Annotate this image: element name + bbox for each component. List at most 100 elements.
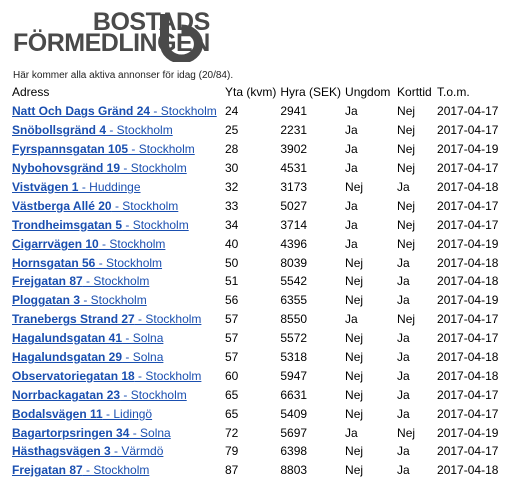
address-cell: Tranebergs Strand 27 - Stockholm (10, 310, 223, 329)
street-link[interactable]: Bagartorpsringen 34 (12, 425, 130, 440)
rent-cell: 3173 (280, 180, 308, 194)
end-date-cell: 2017-04-17 (437, 217, 499, 232)
street-link[interactable]: Hornsgatan 56 (12, 255, 96, 270)
city-link[interactable]: - Stockholm (82, 274, 150, 289)
city-link[interactable]: - Stockholm (95, 255, 163, 270)
street-link[interactable]: Nybohovsgränd 19 (12, 161, 121, 176)
address-cell: Hornsgatan 56 - Stockholm (10, 253, 223, 272)
table-row: Tranebergs Strand 27 - Stockholm 57 8550 Ja… (10, 310, 500, 329)
rent-cell: 4531 (280, 161, 308, 176)
end-date-cell: 2017-04-18 (437, 180, 499, 194)
street-link[interactable]: Observatoriegatan 18 (12, 368, 135, 383)
street-link[interactable]: Västberga Allé 20 (12, 198, 112, 213)
address-cell: Natt Och Dags Gränd 24 - Stockholm (10, 102, 223, 121)
street-link[interactable]: Frejgatan 87 (12, 274, 83, 289)
street-link[interactable]: Bodalsvägen 11 (12, 406, 103, 421)
table-row: Bagartorpsringen 34 - Solna 72 5697 Ja Nej 20… (10, 423, 500, 442)
end-date-cell: 2017-04-17 (437, 444, 499, 459)
logo-line2: FÖRMEDLINGEN (13, 29, 210, 57)
city-link[interactable]: - Solna (122, 350, 164, 365)
area-cell: 24 (225, 104, 239, 119)
end-date-cell: 2017-04-17 (437, 312, 499, 327)
city-link[interactable]: - Stockholm (134, 312, 202, 327)
address-cell: Hagalundsgatan 29 - Solna (10, 348, 223, 367)
rent-cell: 8550 (280, 312, 308, 327)
table-row: Trondheimsgatan 5 - Stockholm 34 3714 Ja Nej… (10, 215, 500, 234)
intro-text: Här kommer alla aktiva annonser för idag… (13, 70, 234, 81)
rent-cell: 5572 (280, 331, 308, 346)
street-link[interactable]: Fyrspannsgatan 105 (12, 142, 129, 157)
area-cell: 72 (225, 425, 239, 440)
street-link[interactable]: Frejgatan 87 (12, 463, 83, 478)
city-link[interactable]: - Stockholm (80, 293, 147, 308)
youth-cell: Ja (345, 217, 358, 232)
street-link[interactable]: Tranebergs Strand 27 (12, 312, 135, 327)
address-cell: Norrbackagatan 23 - Stockholm (10, 385, 223, 404)
area-cell: 65 (225, 387, 239, 402)
street-link[interactable]: Hästhagsvägen 3 (12, 444, 111, 459)
street-link[interactable]: Trondheimsgatan 5 (12, 217, 123, 232)
area-cell: 87 (225, 463, 239, 478)
short-term-cell: Ja (397, 444, 410, 459)
street-link[interactable]: Vistvägen 1 (12, 180, 79, 194)
rent-cell: 5409 (280, 406, 308, 421)
short-term-cell: Nej (397, 236, 416, 251)
city-link[interactable]: - Stockholm (98, 236, 166, 251)
table-row: Snöbollsgränd 4 - Stockholm 25 2231 Ja Nej 20… (10, 121, 500, 140)
table-row: Ploggatan 3 - Stockholm 56 6355 Nej Ja 2017-0… (10, 291, 500, 310)
city-link[interactable]: - Stockholm (82, 463, 150, 478)
table-row: Frejgatan 87 - Stockholm 87 8803 Nej Ja 2017-… (10, 461, 500, 480)
short-term-cell: Nej (397, 425, 416, 440)
table-row: Hagalundsgatan 41 - Solna 57 5572 Nej Ja 2017… (10, 329, 500, 348)
street-link[interactable]: Hagalundsgatan 41 (12, 331, 123, 346)
listings-table: Adress Yta (kvm) Hyra (SEK) Ungdom Kortt… (10, 85, 500, 480)
short-term-cell: Ja (397, 463, 410, 478)
address-cell: Hästhagsvägen 3 - Värmdö (10, 442, 223, 461)
header: BOSTADS FÖRMEDLINGEN (0, 0, 528, 70)
street-link[interactable]: Natt Och Dags Gränd 24 (12, 104, 151, 119)
end-date-cell: 2017-04-17 (437, 406, 499, 421)
youth-cell: Nej (345, 387, 364, 402)
city-link[interactable]: - Solna (129, 425, 171, 440)
city-link[interactable]: - Stockholm (111, 198, 179, 213)
short-term-cell: Nej (397, 104, 416, 119)
address-cell: Ploggatan 3 - Stockholm (10, 291, 223, 310)
short-term-cell: Nej (397, 198, 416, 213)
short-term-cell: Nej (397, 142, 416, 157)
street-link[interactable]: Ploggatan 3 (12, 293, 81, 308)
address-cell: Trondheimsgatan 5 - Stockholm (10, 215, 223, 234)
city-link[interactable]: - Värmdö (110, 444, 164, 459)
street-link[interactable]: Hagalundsgatan 29 (12, 350, 123, 365)
city-link[interactable]: - Lidingö (102, 406, 153, 421)
table-row: Frejgatan 87 - Stockholm 51 5542 Nej Ja 2017-… (10, 272, 500, 291)
address-cell: Fyrspannsgatan 105 - Stockholm (10, 140, 223, 159)
city-link[interactable]: - Huddinge (78, 180, 141, 194)
city-link[interactable]: - Stockholm (120, 387, 187, 402)
end-date-cell: 2017-04-17 (437, 331, 499, 346)
street-link[interactable]: Snöbollsgränd 4 (12, 123, 107, 138)
city-link[interactable]: - Stockholm (120, 161, 187, 176)
end-date-cell: 2017-04-18 (437, 368, 499, 383)
city-link[interactable]: - Stockholm (128, 142, 195, 157)
end-date-cell: 2017-04-19 (437, 236, 499, 251)
street-link[interactable]: Cigarrvägen 10 (12, 236, 99, 251)
short-term-cell: Ja (397, 293, 410, 308)
table-row: Fyrspannsgatan 105 - Stockholm 28 3902 Ja Ne… (10, 140, 500, 159)
city-link[interactable]: - Solna (122, 331, 164, 346)
rent-cell: 6631 (280, 387, 308, 402)
short-term-cell: Ja (397, 406, 410, 421)
rent-cell: 6398 (280, 444, 308, 459)
city-link[interactable]: - Stockholm (134, 368, 202, 383)
area-cell: 65 (225, 406, 239, 421)
street-link[interactable]: Norrbackagatan 23 (12, 387, 121, 402)
city-link[interactable]: - Stockholm (150, 104, 217, 119)
address-cell: Frejgatan 87 - Stockholm (10, 272, 223, 291)
address-cell: Vistvägen 1 - Huddinge (10, 178, 223, 197)
address-cell: Nybohovsgränd 19 - Stockholm (10, 159, 223, 178)
city-link[interactable]: - Stockholm (122, 217, 189, 232)
rent-cell: 3902 (280, 142, 308, 157)
column-header-ungdom: Ungdom (345, 85, 391, 99)
area-cell: 57 (225, 350, 239, 365)
city-link[interactable]: - Stockholm (106, 123, 173, 138)
column-header-hyra: Hyra (SEK) (280, 85, 342, 99)
